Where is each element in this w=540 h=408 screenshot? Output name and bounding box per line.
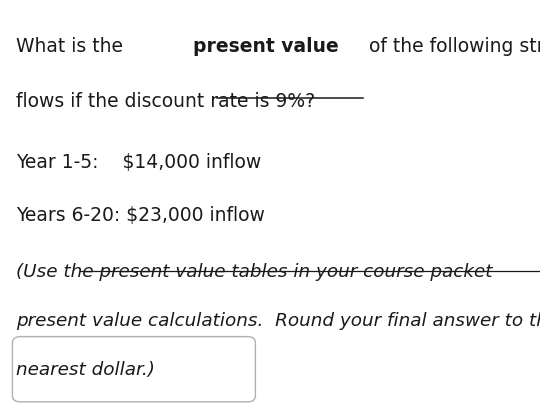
Text: present value calculations.  Round your final answer to the: present value calculations. Round your f…: [16, 312, 540, 330]
Text: flows if the discount rate is 9%?: flows if the discount rate is 9%?: [16, 92, 315, 111]
Text: Year 1-5:    $14,000 inflow: Year 1-5: $14,000 inflow: [16, 153, 261, 172]
Text: present value: present value: [193, 37, 339, 56]
Text: Years 6-20: $23,000 inflow: Years 6-20: $23,000 inflow: [16, 206, 265, 225]
Text: of the following stream of cash: of the following stream of cash: [363, 37, 540, 56]
Text: nearest dollar.): nearest dollar.): [16, 361, 155, 379]
FancyBboxPatch shape: [12, 337, 255, 402]
Text: (Use the present value tables in your course packet: (Use the present value tables in your co…: [16, 263, 492, 281]
Text: What is the: What is the: [16, 37, 129, 56]
